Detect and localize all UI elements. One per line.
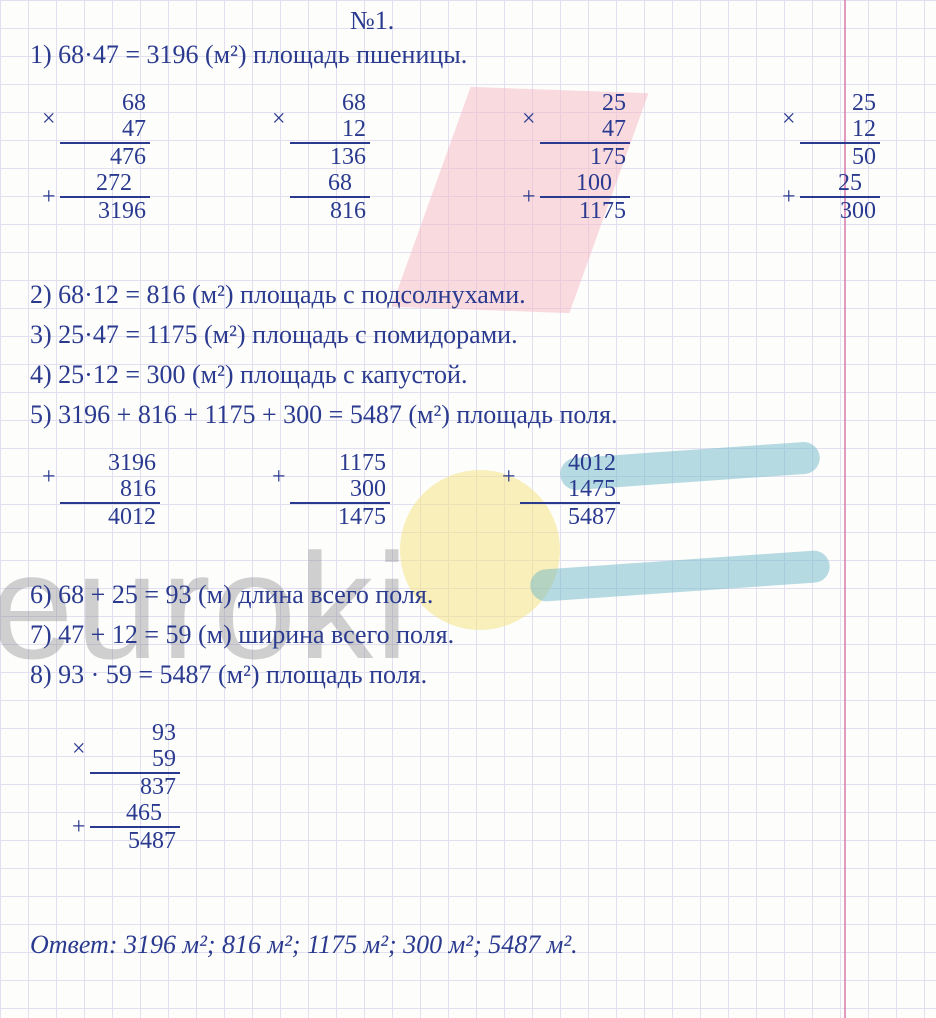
times-icon: × xyxy=(42,106,56,132)
mult-sum: 816 xyxy=(290,198,370,224)
mult-b: 12 xyxy=(800,116,880,142)
mult-b: 47 xyxy=(540,116,630,142)
mult-a: 25 xyxy=(540,90,630,116)
mult-p2: 465 xyxy=(90,800,180,826)
mult-p2: 25 xyxy=(800,170,880,196)
mult-p2: 68 xyxy=(290,170,370,196)
mult-a: 68 xyxy=(290,90,370,116)
mult-p2: 100 xyxy=(540,170,630,196)
answer-line: Ответ: 3196 м²; 816 м²; 1175 м²; 300 м²;… xyxy=(30,930,578,960)
mult-a: 68 xyxy=(60,90,150,116)
plus-icon: + xyxy=(522,184,536,210)
add-a: 1175 xyxy=(290,450,390,476)
add-sum: 5487 xyxy=(520,504,620,530)
long-add-4012+1475: + 4012 1475 5487 xyxy=(520,450,620,530)
mult-p1: 50 xyxy=(800,144,880,170)
add-a: 3196 xyxy=(60,450,160,476)
plus-icon: + xyxy=(502,464,516,490)
step-1: 1) 68·47 = 3196 (м²) площадь пшеницы. xyxy=(30,40,467,70)
add-sum: 1475 xyxy=(290,504,390,530)
mult-p1: 175 xyxy=(540,144,630,170)
mult-sum: 3196 xyxy=(60,198,150,224)
long-add-3196+816: + 3196 816 4012 xyxy=(60,450,160,530)
mult-b: 59 xyxy=(90,746,180,772)
step-6: 6) 68 + 25 = 93 (м) длина всего поля. xyxy=(30,580,433,610)
mult-b: 47 xyxy=(60,116,150,142)
exercise-number: №1. xyxy=(350,6,394,36)
mult-sum: 300 xyxy=(800,198,880,224)
long-mult-25x47: × 25 47 175 + 100 1175 xyxy=(540,90,630,224)
times-icon: × xyxy=(72,736,86,762)
add-sum: 4012 xyxy=(60,504,160,530)
step-7: 7) 47 + 12 = 59 (м) ширина всего поля. xyxy=(30,620,454,650)
mult-a: 25 xyxy=(800,90,880,116)
mult-a: 93 xyxy=(90,720,180,746)
times-icon: × xyxy=(782,106,796,132)
add-b: 816 xyxy=(60,476,160,502)
step-4: 4) 25·12 = 300 (м²) площадь с капустой. xyxy=(30,360,467,390)
mult-sum: 1175 xyxy=(540,198,630,224)
add-b: 1475 xyxy=(520,476,620,502)
plus-icon: + xyxy=(42,464,56,490)
step-3: 3) 25·47 = 1175 (м²) площадь с помидорам… xyxy=(30,320,518,350)
step-5: 5) 3196 + 816 + 1175 + 300 = 5487 (м²) п… xyxy=(30,400,617,430)
mult-p1: 136 xyxy=(290,144,370,170)
long-mult-25x12: × 25 12 50 + 25 300 xyxy=(800,90,880,224)
mult-p1: 476 xyxy=(60,144,150,170)
long-mult-68x12: × 68 12 136 68 816 xyxy=(290,90,370,224)
mult-b: 12 xyxy=(290,116,370,142)
long-add-1175+300: + 1175 300 1475 xyxy=(290,450,390,530)
mult-p1: 837 xyxy=(90,774,180,800)
times-icon: × xyxy=(522,106,536,132)
step-8: 8) 93 · 59 = 5487 (м²) площадь поля. xyxy=(30,660,427,690)
long-mult-68x47: × 68 47 476 + 272 3196 xyxy=(60,90,150,224)
step-2: 2) 68·12 = 816 (м²) площадь с подсолнуха… xyxy=(30,280,526,310)
plus-icon: + xyxy=(782,184,796,210)
mult-sum: 5487 xyxy=(90,828,180,854)
plus-icon: + xyxy=(42,184,56,210)
mult-p2: 272 xyxy=(60,170,150,196)
times-icon: × xyxy=(272,106,286,132)
add-a: 4012 xyxy=(520,450,620,476)
add-b: 300 xyxy=(290,476,390,502)
plus-icon: + xyxy=(72,814,86,840)
long-mult-93x59: × 93 59 837 + 465 5487 xyxy=(90,720,180,854)
plus-icon: + xyxy=(272,464,286,490)
